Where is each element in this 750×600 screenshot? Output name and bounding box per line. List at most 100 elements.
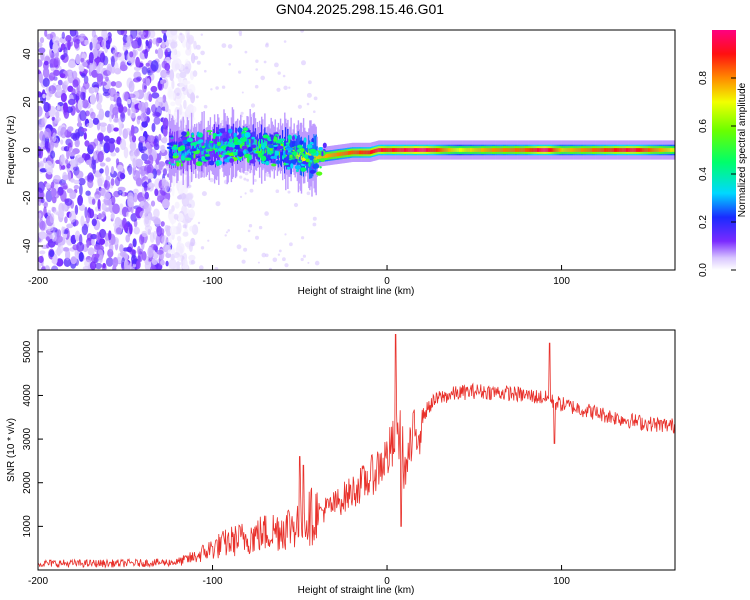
noise-cell [186, 32, 190, 43]
ridge-cell [575, 148, 577, 152]
noise-cell [84, 259, 91, 268]
ridge-cell [299, 140, 304, 145]
ridge-cell [204, 143, 206, 148]
noise-cell [161, 180, 170, 192]
ridge-cell [377, 148, 379, 153]
noise-cell [225, 231, 229, 234]
ridge-cell [400, 148, 402, 152]
noise-cell [293, 202, 299, 208]
noise-cell [169, 69, 175, 82]
noise-cell [40, 50, 45, 61]
noise-cell [141, 120, 148, 128]
colorbar-tick-label: 0.8 [698, 71, 709, 85]
ridge-cell [607, 148, 609, 152]
noise-cell [61, 31, 65, 39]
ridge-cell [292, 135, 295, 141]
ridge-cell [339, 152, 341, 156]
noise-cell [130, 124, 135, 137]
noise-cell [300, 30, 304, 33]
noise-cell [51, 116, 55, 121]
noise-cell [75, 30, 79, 38]
ridge-cell [529, 148, 531, 152]
ridge-cell [273, 144, 278, 147]
ridge-cell [355, 150, 357, 155]
ridge-cell [303, 137, 307, 143]
ridge-cell [388, 148, 391, 152]
noise-cell [145, 78, 151, 86]
x-tick-label: -100 [203, 276, 223, 287]
ridge-cell [581, 148, 583, 152]
noise-cell [135, 177, 143, 187]
ridge-cell [222, 137, 227, 142]
ridge-cell [210, 142, 213, 150]
ridge-cell [628, 148, 630, 152]
noise-cell [152, 230, 157, 240]
ridge-cell [333, 153, 335, 157]
noise-cell [60, 92, 67, 103]
noise-cell [187, 84, 196, 95]
noise-cell [164, 103, 169, 113]
noise-cell [160, 221, 165, 227]
noise-cell [154, 217, 161, 227]
noise-cell [86, 122, 94, 128]
ridge-cell [417, 148, 419, 152]
ridge-cell [231, 139, 234, 147]
snr-frame [37, 329, 676, 571]
noise-cell [108, 230, 112, 241]
ridge-cell [551, 148, 553, 152]
ridge-cell [501, 148, 504, 152]
ridge-cell [228, 147, 234, 151]
noise-cell [201, 191, 207, 197]
ridge-cell [185, 143, 187, 152]
ridge-cell [535, 148, 537, 152]
ridge-cell [290, 163, 294, 169]
noise-cell [39, 160, 45, 167]
ridge-cell [305, 158, 310, 163]
noise-cell [167, 235, 172, 247]
noise-cell [182, 80, 191, 85]
ridge-cell [222, 161, 225, 165]
noise-cell [80, 128, 88, 132]
noise-cell [38, 262, 41, 269]
ridge-cell [167, 142, 172, 146]
noise-cell [197, 221, 201, 225]
ridge-cell [347, 151, 350, 155]
ridge-cell [312, 163, 320, 169]
ridge-cell [191, 132, 194, 136]
ridge-cell [270, 147, 272, 151]
ridge-cell [173, 149, 175, 158]
noise-cell [162, 117, 169, 130]
ridge-cell [407, 148, 409, 152]
noise-cell [241, 259, 246, 264]
ridge-cell [285, 142, 290, 145]
ridge-cell [542, 148, 545, 152]
noise-cell [153, 138, 158, 144]
ridge-cell [422, 148, 424, 152]
ridge-cell [216, 161, 220, 167]
noise-cell [133, 226, 140, 235]
ridge-cell [549, 148, 551, 152]
ridge-cell [519, 148, 522, 152]
ridge-cell [375, 148, 377, 153]
ridge-cell [670, 148, 672, 152]
ridge-cell [497, 148, 500, 152]
noise-cell [89, 60, 94, 73]
ridge-cell [244, 132, 251, 138]
noise-cell [158, 133, 162, 141]
ridge-cell [522, 148, 525, 152]
noise-cell [38, 124, 43, 131]
noise-cell [195, 44, 201, 50]
noise-cell [185, 66, 189, 70]
ridge-cell [652, 148, 655, 152]
ridge-cell [209, 160, 215, 166]
ridge-cell [427, 148, 429, 152]
noise-cell [313, 110, 316, 113]
ridge-cell [254, 139, 257, 147]
noise-cell [103, 192, 111, 201]
ridge-cell [489, 148, 491, 152]
noise-cell [265, 172, 270, 177]
ridge-cell [559, 148, 561, 152]
ridge-cell [468, 148, 470, 152]
noise-cell [84, 140, 90, 147]
noise-cell [301, 60, 306, 66]
